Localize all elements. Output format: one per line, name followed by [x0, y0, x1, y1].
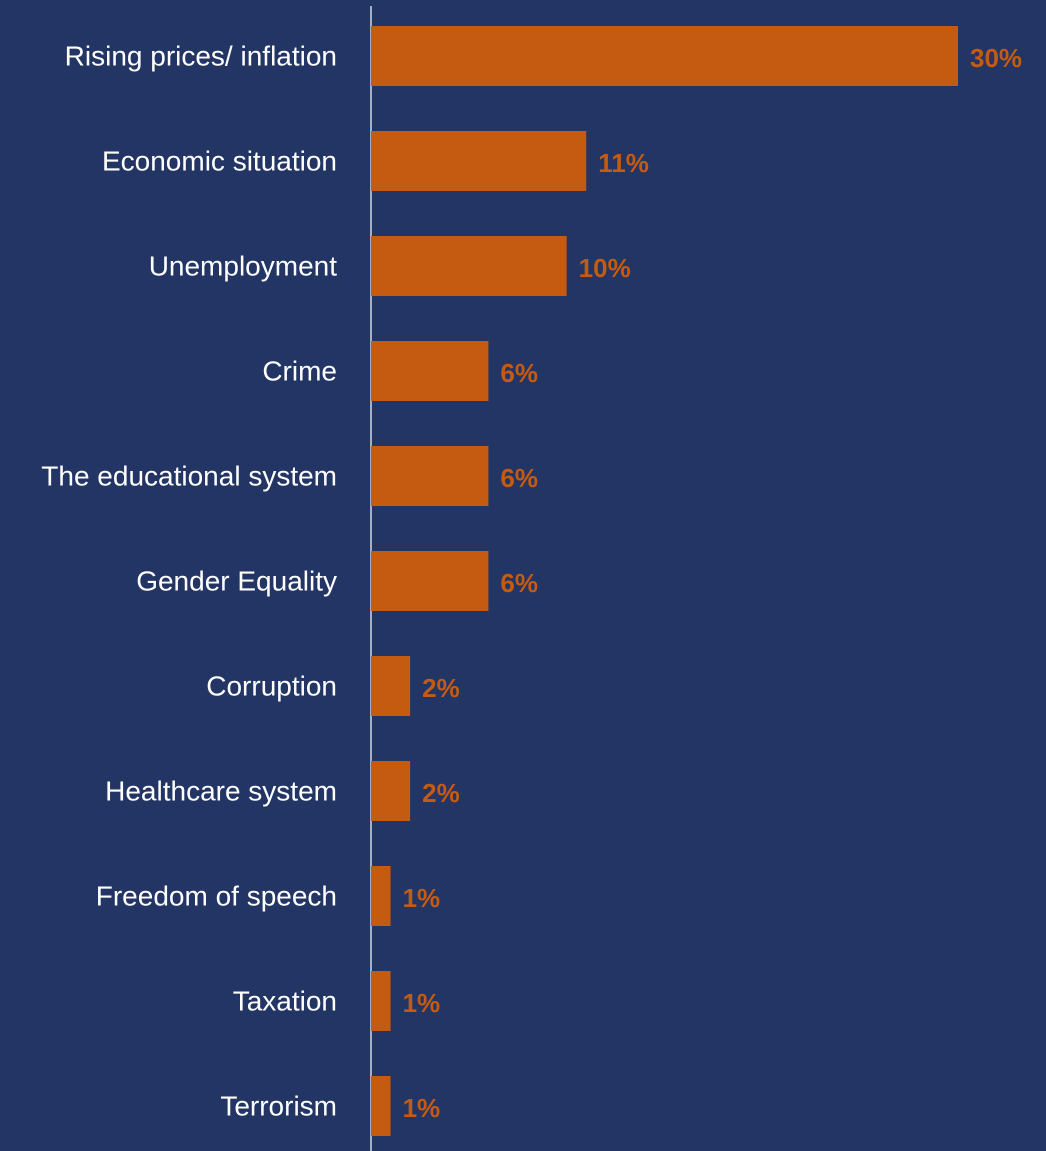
bar: [371, 551, 489, 611]
bar: [371, 341, 489, 401]
bar: [371, 1076, 391, 1136]
bar: [371, 236, 567, 296]
value-label: 1%: [403, 988, 441, 1018]
bar: [371, 971, 391, 1031]
bar: [371, 26, 958, 86]
value-label: 11%: [598, 148, 649, 178]
category-label: Taxation: [233, 986, 337, 1017]
category-label: Corruption: [206, 671, 337, 702]
category-label: Economic situation: [102, 146, 337, 177]
bar: [371, 131, 587, 191]
value-label: 1%: [403, 1093, 441, 1123]
value-label: 6%: [500, 568, 538, 598]
value-label: 6%: [500, 358, 538, 388]
category-label: Rising prices/ inflation: [65, 41, 337, 72]
value-label: 1%: [403, 883, 441, 913]
category-label: Terrorism: [220, 1091, 337, 1122]
category-label: Crime: [262, 356, 337, 387]
value-label: 30%: [970, 43, 1022, 73]
bar: [371, 761, 411, 821]
value-label: 6%: [500, 463, 538, 493]
bar: [371, 446, 489, 506]
category-label: Gender Equality: [136, 566, 337, 597]
value-label: 2%: [422, 778, 460, 808]
bar: [371, 866, 391, 926]
value-label: 10%: [579, 253, 631, 283]
value-label: 2%: [422, 673, 460, 703]
category-label: Healthcare system: [105, 776, 337, 807]
bar: [371, 656, 411, 716]
category-label: Unemployment: [149, 251, 338, 282]
category-label: The educational system: [41, 461, 337, 492]
category-label: Freedom of speech: [96, 881, 337, 912]
